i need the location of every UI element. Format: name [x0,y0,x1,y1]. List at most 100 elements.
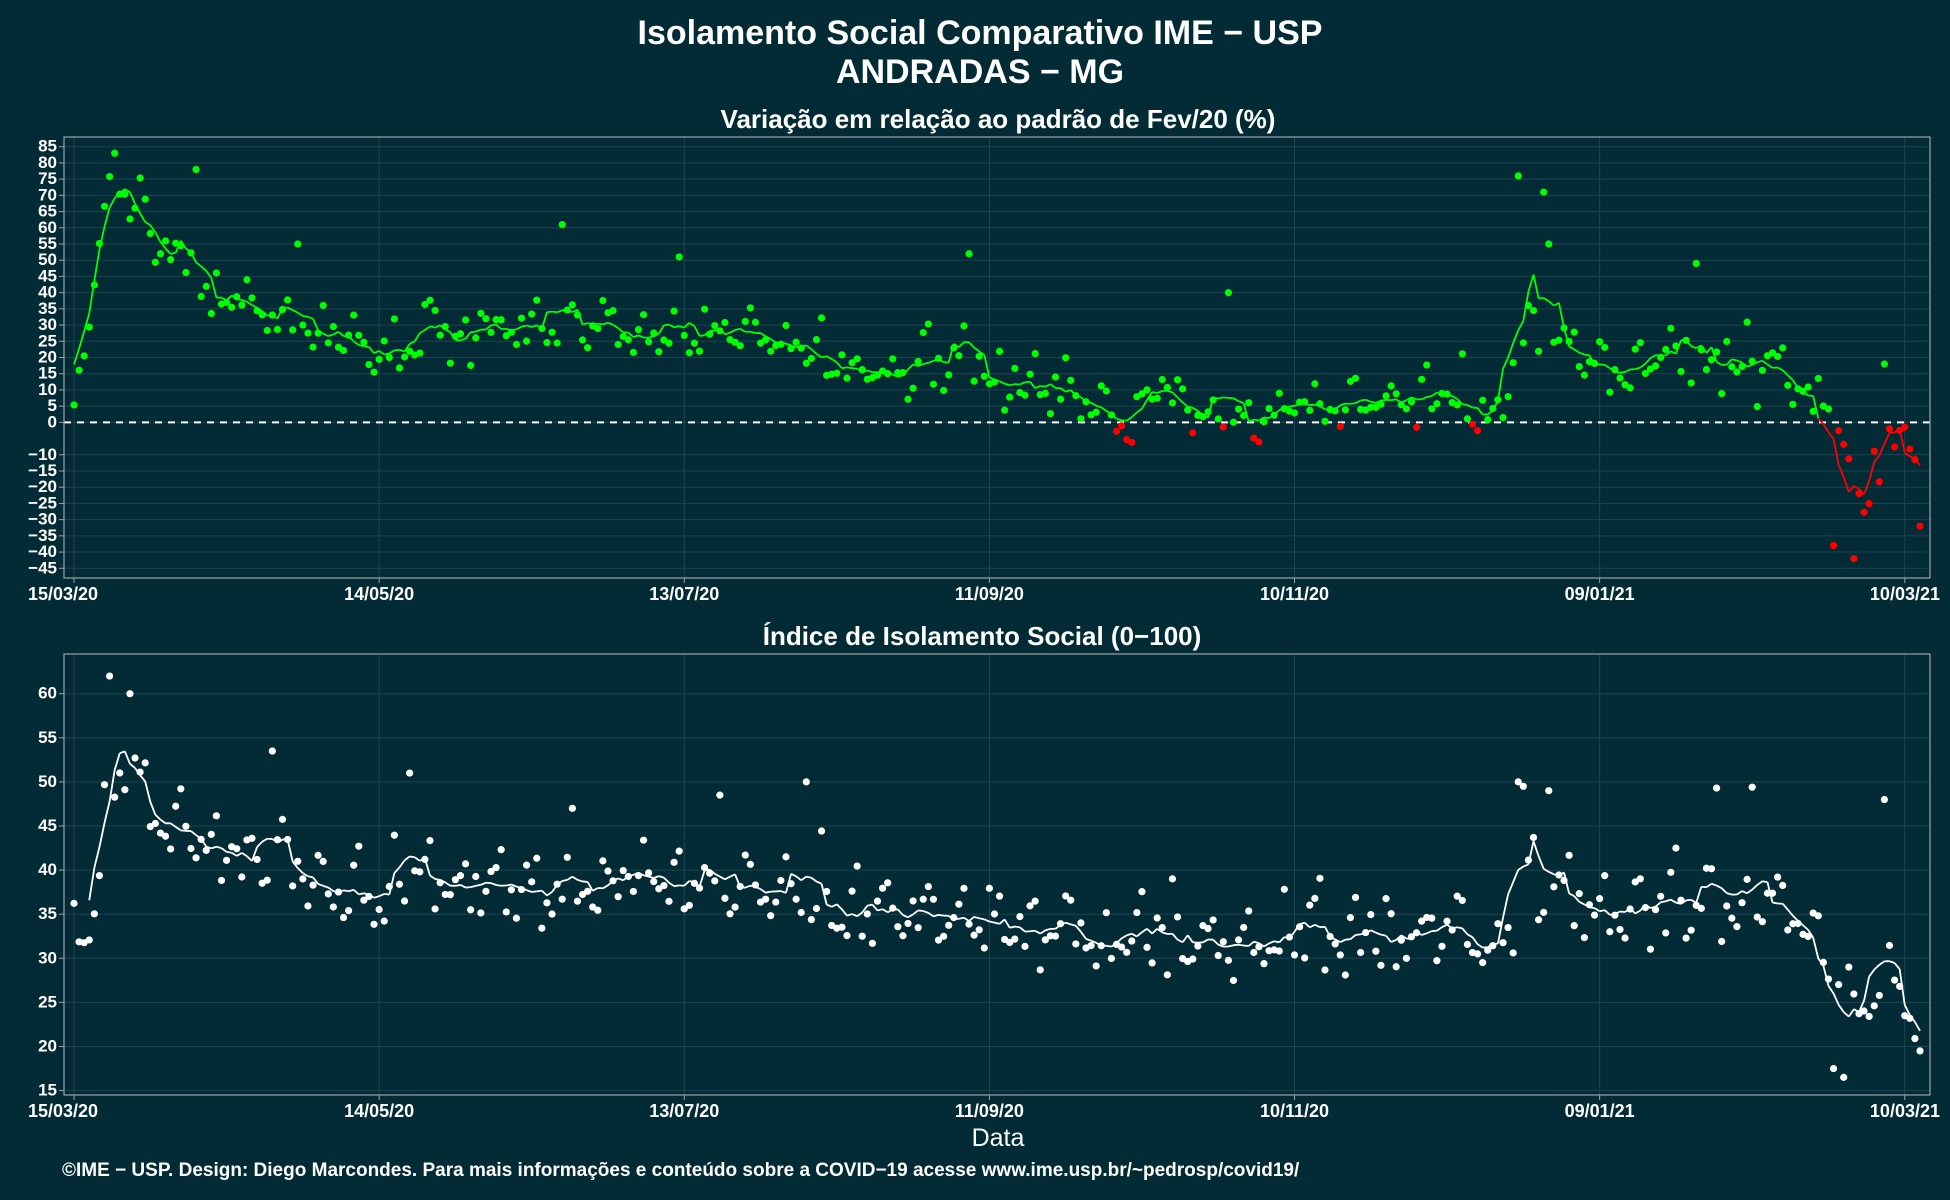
p2-trend-segment [1711,882,1717,887]
p2-trend-segment [1751,884,1758,891]
p1-trend-segment [1060,387,1067,393]
p1-data-point [817,314,826,322]
p2-trend-segment [1181,934,1189,943]
p2-trend-segment [1873,964,1880,971]
p1-data-point [690,339,699,347]
p2-data-point [1672,844,1680,852]
p2-data-point [1463,940,1471,949]
p2-trend-segment [765,890,771,894]
p2-data-point [1819,958,1827,966]
p2-data-point [283,835,292,844]
p2-data-point [1011,935,1019,943]
p2-trend-segment [714,873,721,878]
p2-trend-segment [816,880,822,885]
p2-data-point [1570,922,1578,930]
p1-data-point [1499,414,1507,422]
p1-x-tick-label: 10/11/20 [1260,584,1329,604]
p2-data-point [121,786,129,794]
p2-trend-segment [1375,931,1382,936]
p1-trend-segment [1817,417,1825,425]
p1-data-point [1117,422,1126,430]
p1-data-point [700,305,709,313]
p2-data-point [1148,959,1156,967]
p2-data-point [1657,892,1665,900]
p2-data-point [848,887,856,895]
p1-data-point [675,253,683,261]
p2-trend-segment [373,895,380,899]
p2-data-point [782,853,790,861]
p1-trend-segment [129,191,136,205]
p2-trend-segment [1578,900,1585,906]
p1-data-point [1387,382,1395,390]
p1-data-point [283,296,292,304]
p2-trend-segment [1695,886,1703,904]
p1-trend-segment [1716,361,1723,366]
p2-trend-segment [780,890,787,894]
p1-data-point [1173,376,1182,384]
p1-trend-segment [363,345,370,348]
p2-trend-segment [1914,1021,1921,1032]
p2-trend-segment [1186,934,1194,943]
p2-data-point [1580,934,1588,942]
p1-trend-segment [867,369,873,374]
p1-data-point [436,331,444,339]
p1-data-point [960,322,968,330]
p2-trend-segment [1355,933,1361,936]
p2-data-point [1331,940,1339,948]
p2-trend-segment [1807,929,1814,939]
p1-y-tick-label: −30 [28,510,57,529]
p2-trend-segment [1726,892,1733,896]
p2-trend-segment [871,903,879,912]
p2-data-point [1707,865,1716,873]
p1-data-point [1275,389,1283,397]
p1-data-point [1418,375,1426,383]
p2-data-point [945,921,953,929]
p2-trend-segment [577,878,583,883]
p1-data-point [639,311,648,319]
p1-trend-segment [1242,402,1250,422]
p1-data-point [599,296,607,305]
p2-trend-segment [826,903,833,908]
p1-trend-segment [836,361,843,369]
p1-trend-segment [928,359,934,364]
p1-trend-segment [368,346,375,354]
p1-data-point [1423,361,1431,369]
p1-trend-segment [73,348,80,365]
p2-trend-segment [790,873,797,878]
p2-trend-segment [1471,936,1479,945]
p2-data-point [1433,957,1441,965]
p1-data-point [1534,347,1543,355]
p2-trend-segment [317,883,324,887]
p1-trend-segment [1650,354,1657,359]
p2-trend-segment [190,830,197,836]
p1-trend-segment [729,329,736,334]
p1-data-point [1748,357,1756,365]
p2-trend-segment [698,870,706,888]
p1-data-point [1260,418,1268,426]
p1-trend-segment [139,212,146,223]
p2-trend-segment [1349,934,1357,940]
p1-trend-segment [322,332,329,337]
p2-data-point [1102,909,1110,917]
p2-data-point [1758,918,1766,926]
p1-data-point [1428,405,1436,413]
p1-data-point [980,372,988,380]
p1-data-point [299,321,307,329]
p1-data-point [833,369,841,377]
p1-data-point [1616,374,1624,382]
p1-trend-segment [83,313,91,332]
p2-trend-segment [256,841,263,848]
p1-data-point [339,346,348,355]
p1-data-point [1596,338,1604,346]
p2-trend-segment [1532,840,1540,857]
p2-trend-segment [220,847,228,853]
p2-data-point [1458,896,1466,905]
p2-data-point [1682,934,1690,942]
p1-data-point [655,348,663,356]
p1-trend-segment [460,337,466,342]
p2-trend-segment [841,908,848,917]
p1-data-point [395,364,404,372]
p1-trend-segment [1289,404,1295,408]
p2-data-point [212,812,220,820]
p2-data-point [1041,936,1049,944]
